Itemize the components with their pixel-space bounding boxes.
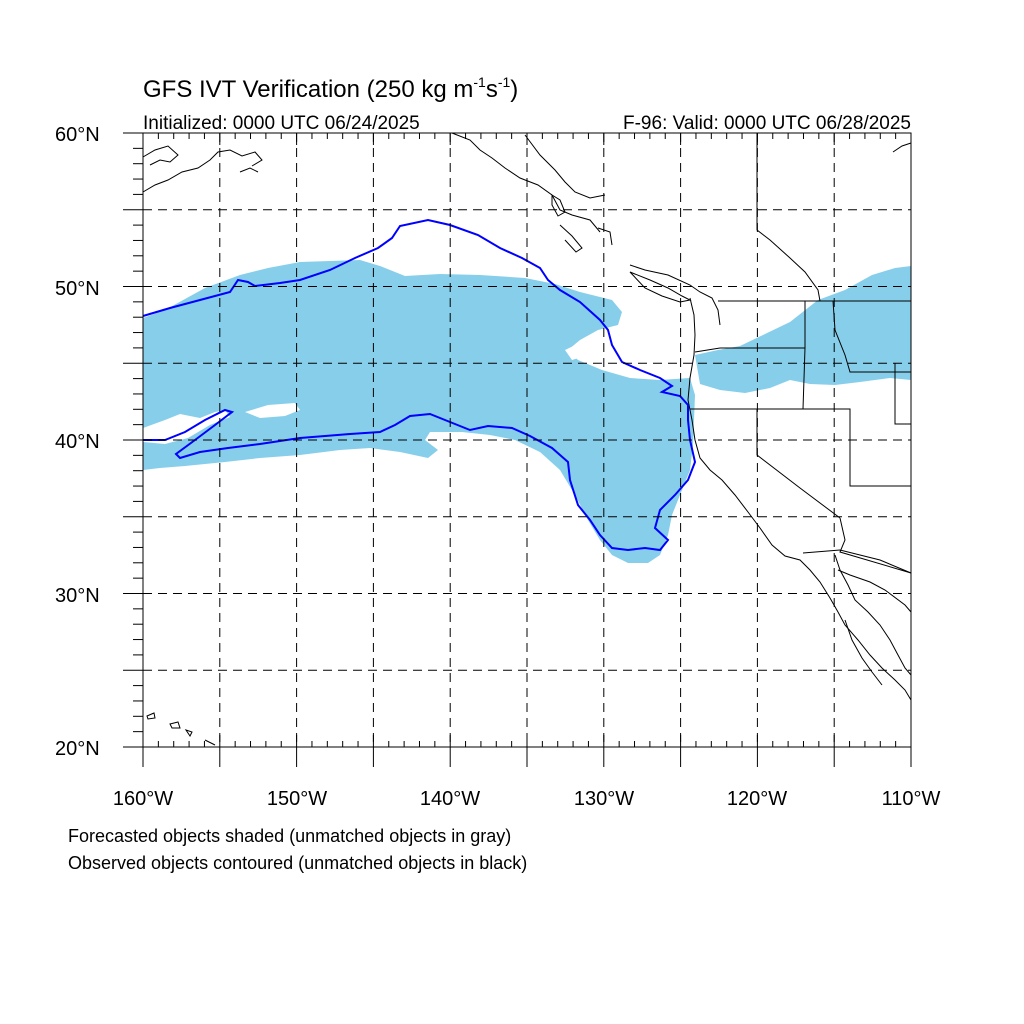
lon-label-160w: 160°W: [113, 788, 173, 810]
forecast-gap-mid: [245, 403, 300, 418]
lat-label-60n: 60°N: [55, 124, 100, 146]
lat-label-20n: 20°N: [55, 738, 100, 760]
axis-ticks: [123, 132, 912, 767]
gridlines: [143, 133, 911, 747]
az-border: [839, 517, 912, 574]
lon-label-150w: 150°W: [267, 788, 327, 810]
figure-title: GFS IVT Verification (250 kg m-1s-1): [143, 74, 518, 103]
lat-label-40n: 40°N: [55, 431, 100, 453]
or-ca-nv-border: [690, 408, 911, 487]
baja-coast: [834, 554, 912, 686]
bc-coast: [524, 134, 721, 326]
wa-or-border: [694, 347, 805, 353]
mexico-border: [802, 549, 912, 574]
lon-label-120w: 120°W: [727, 788, 787, 810]
hawaii-islands: [146, 712, 216, 746]
lon-label-110w: 110°W: [882, 788, 941, 810]
footnote-forecast: Forecasted objects shaded (unmatched obj…: [68, 826, 511, 846]
utah-border: [894, 363, 911, 425]
vancouver-island: [629, 271, 692, 303]
ca-nv-border: [756, 409, 841, 519]
forecast-objects: [143, 260, 911, 563]
forecast-gap-north: [565, 330, 608, 360]
lat-label-30n: 30°N: [55, 585, 100, 607]
alaska-coast: [142, 132, 601, 233]
footnote-observed: Observed objects contoured (unmatched ob…: [68, 853, 527, 873]
northeast-coast-fragment: [892, 142, 912, 153]
coastlines: [142, 132, 912, 746]
valid-time-label: F-96: Valid: 0000 UTC 06/28/2025: [623, 113, 911, 134]
observed-objects: [142, 218, 697, 552]
lon-label-130w: 130°W: [574, 788, 634, 810]
init-time-label: Initialized: 0000 UTC 06/24/2025: [143, 113, 420, 134]
haida-gwaii: [551, 194, 566, 217]
us-west-coast: [687, 297, 912, 701]
lat-label-50n: 50°N: [55, 278, 100, 300]
lon-labels: 160°W 150°W 140°W 130°W 120°W 110°W: [113, 788, 941, 810]
political-boundaries: [690, 133, 912, 574]
lat-labels: 60°N 50°N 40°N 30°N 20°N: [55, 124, 100, 760]
forecast-object-main: [143, 260, 695, 563]
lon-label-140w: 140°W: [420, 788, 480, 810]
forecast-object-east: [695, 266, 911, 393]
gulf-california: [837, 569, 912, 613]
observed-object-main: [142, 218, 697, 552]
bc-alberta-border: [756, 133, 821, 302]
